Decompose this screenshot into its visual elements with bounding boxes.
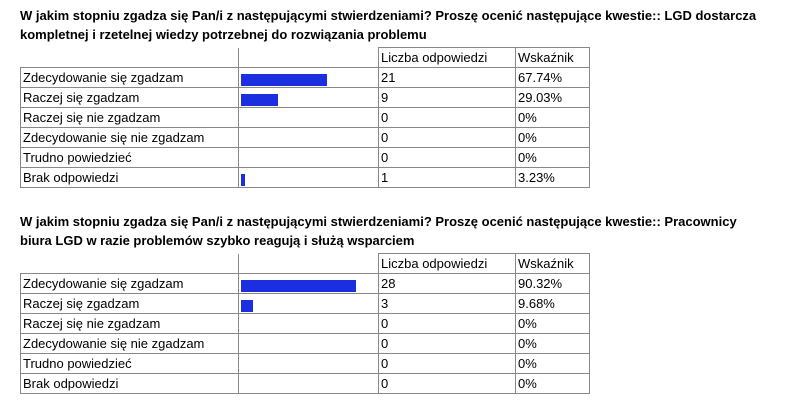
share-cell: 67.74%: [515, 67, 590, 88]
data-row: Raczej się zgadzam 3 9.68%: [20, 293, 590, 314]
header-row: Liczba odpowiedzi Wskaźnik: [20, 47, 590, 68]
table-title: W jakim stopniu zgadza się Pan/i z nastę…: [20, 214, 737, 248]
count-cell: 3: [378, 293, 516, 314]
count-cell: 0: [378, 107, 516, 128]
bar-cell: [238, 167, 379, 188]
count-cell: 0: [378, 127, 516, 148]
category-cell: Raczej się nie zgadzam: [20, 313, 239, 334]
category-cell: Raczej się zgadzam: [20, 293, 239, 314]
data-row: Raczej się nie zgadzam 0 0%: [20, 107, 590, 128]
bar-cell: [238, 147, 379, 168]
bar-cell: [238, 107, 379, 128]
share-cell: 9.68%: [515, 293, 590, 314]
blank-cell: [20, 253, 239, 274]
share-cell: 0%: [515, 353, 590, 374]
bar: [241, 73, 328, 86]
table-title: W jakim stopniu zgadza się Pan/i z nastę…: [20, 8, 757, 42]
data-row: Trudno powiedzieć 0 0%: [20, 147, 590, 168]
data-row: Zdecydowanie się nie zgadzam 0 0%: [20, 127, 590, 148]
bar: [241, 93, 278, 106]
share-cell: 90.32%: [515, 273, 590, 294]
bar-cell: [238, 333, 379, 354]
bar-cell: [238, 313, 379, 334]
count-cell: 0: [378, 147, 516, 168]
header-cell: Liczba odpowiedzi: [378, 47, 516, 68]
blank-cell: [20, 47, 239, 68]
header-cell: Liczba odpowiedzi: [378, 253, 516, 274]
count-cell: 0: [378, 353, 516, 374]
category-cell: Brak odpowiedzi: [20, 373, 239, 394]
category-cell: Zdecydowanie się nie zgadzam: [20, 127, 239, 148]
share-cell: 0%: [515, 333, 590, 354]
count-cell: 0: [378, 373, 516, 394]
header-cell: Wskaźnik: [515, 253, 590, 274]
category-cell: Zdecydowanie się zgadzam: [20, 67, 239, 88]
category-cell: Trudno powiedzieć: [20, 147, 239, 168]
data-row: Brak odpowiedzi 0 0%: [20, 373, 590, 394]
category-cell: Raczej się nie zgadzam: [20, 107, 239, 128]
bar-cell: [238, 373, 379, 394]
count-cell: 0: [378, 313, 516, 334]
bar-cell: [238, 87, 379, 108]
data-table: Liczba odpowiedzi Wskaźnik Zdecydowanie si…: [20, 47, 590, 188]
data-row: Zdecydowanie się zgadzam 28 90.32%: [20, 273, 590, 294]
blank-cell: [238, 47, 379, 68]
data-row: Raczej się nie zgadzam 0 0%: [20, 313, 590, 334]
table-block: W jakim stopniu zgadza się Pan/i z nastę…: [20, 212, 780, 394]
bar-cell: [238, 67, 379, 88]
category-cell: Zdecydowanie się nie zgadzam: [20, 333, 239, 354]
table-block: W jakim stopniu zgadza się Pan/i z nastę…: [20, 6, 780, 188]
bar: [241, 173, 246, 186]
category-cell: Raczej się zgadzam: [20, 87, 239, 108]
count-cell: 9: [378, 87, 516, 108]
data-table: Liczba odpowiedzi Wskaźnik Zdecydowanie si…: [20, 253, 590, 394]
bar-cell: [238, 353, 379, 374]
data-row: Trudno powiedzieć 0 0%: [20, 353, 590, 374]
share-cell: 0%: [515, 107, 590, 128]
share-cell: 29.03%: [515, 87, 590, 108]
header-cell: Wskaźnik: [515, 47, 590, 68]
count-cell: 0: [378, 333, 516, 354]
blank-cell: [238, 253, 379, 274]
share-cell: 0%: [515, 313, 590, 334]
header-row: Liczba odpowiedzi Wskaźnik: [20, 253, 590, 274]
data-row: Zdecydowanie się zgadzam 21 67.74%: [20, 67, 590, 88]
share-cell: 0%: [515, 127, 590, 148]
bar-cell: [238, 273, 379, 294]
share-cell: 0%: [515, 373, 590, 394]
category-cell: Zdecydowanie się zgadzam: [20, 273, 239, 294]
category-cell: Trudno powiedzieć: [20, 353, 239, 374]
share-cell: 0%: [515, 147, 590, 168]
data-row: Zdecydowanie się nie zgadzam 0 0%: [20, 333, 590, 354]
data-row: Brak odpowiedzi 1 3.23%: [20, 167, 590, 188]
bar: [241, 299, 254, 312]
share-cell: 3.23%: [515, 167, 590, 188]
count-cell: 28: [378, 273, 516, 294]
bar-cell: [238, 127, 379, 148]
bar: [241, 279, 356, 292]
data-row: Raczej się zgadzam 9 29.03%: [20, 87, 590, 108]
count-cell: 21: [378, 67, 516, 88]
bar-cell: [238, 293, 379, 314]
category-cell: Brak odpowiedzi: [20, 167, 239, 188]
count-cell: 1: [378, 167, 516, 188]
